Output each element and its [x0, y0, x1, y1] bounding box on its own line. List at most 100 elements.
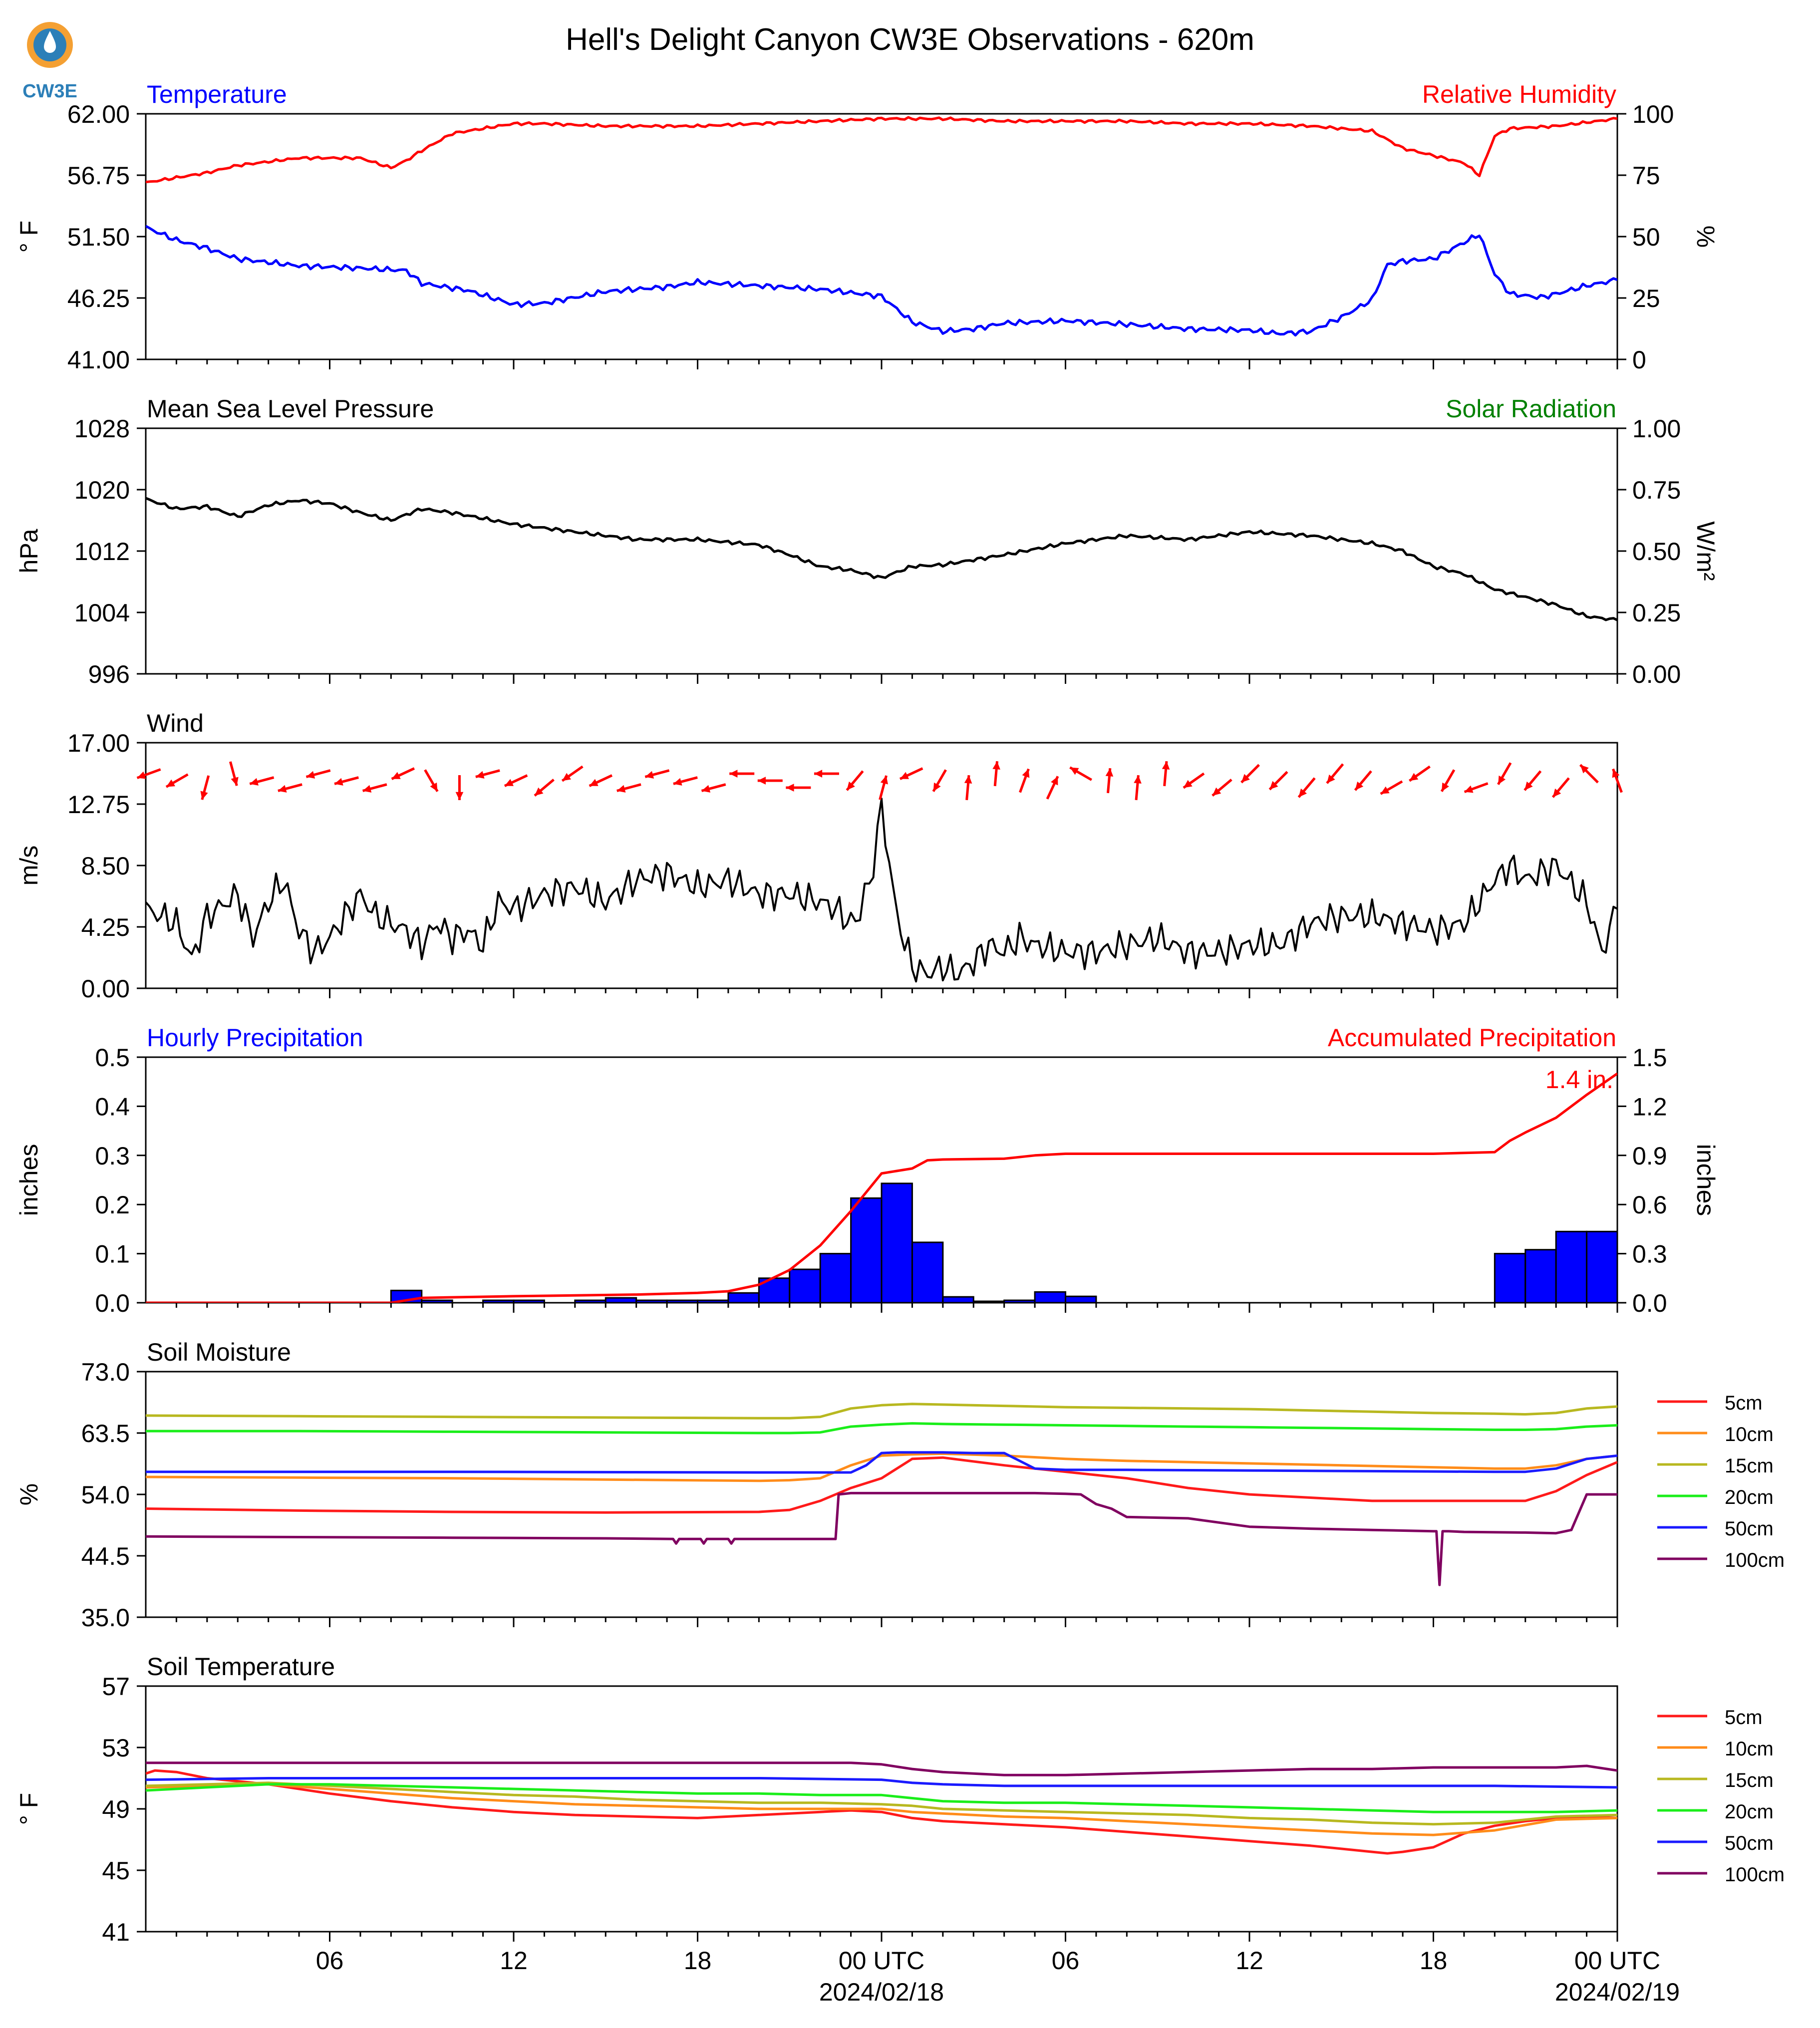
- x-tick-label: 06: [1052, 1947, 1080, 1975]
- x-date-label: 2024/02/18: [819, 1978, 944, 2006]
- series-line-15cm: [146, 1403, 1617, 1420]
- wind-arrow: [992, 761, 1000, 787]
- wind-arrow-head: [1464, 785, 1474, 793]
- y-left-tick-label: 51.50: [67, 223, 130, 251]
- wind-arrow: [1612, 768, 1623, 793]
- y-left-axis-label: hPa: [15, 529, 43, 573]
- y-right-tick-label: 25: [1632, 285, 1660, 312]
- wind-arrow: [1409, 765, 1431, 782]
- legend-label: 50cm: [1725, 1518, 1774, 1540]
- series-line-100cm: [146, 1491, 1617, 1586]
- wind-arrow-head: [137, 771, 146, 779]
- y-right-axis-label: W/m²: [1692, 521, 1720, 580]
- wind-arrow: [504, 774, 528, 787]
- wind-arrow: [1240, 764, 1260, 784]
- wind-arrow-head: [562, 773, 572, 781]
- panel-soil-temperature: 41 45 49 53 57 Soil Temperature ° F 5cm 10cm 15cm…: [15, 1653, 1785, 2006]
- wind-arrow: [1297, 777, 1316, 798]
- series-line-accumulated-precipitation: [146, 1072, 1617, 1303]
- y-left-tick-label: 44.5: [81, 1542, 130, 1570]
- wind-arrow: [1046, 776, 1059, 800]
- y-right-tick-label: 0.0: [1632, 1289, 1667, 1317]
- wind-arrow: [1354, 770, 1372, 791]
- x-tick-label: 00 UTC: [839, 1947, 924, 1975]
- wind-arrow: [1579, 764, 1599, 784]
- wind-arrow: [1440, 769, 1456, 792]
- wind-arrow-head: [933, 782, 941, 792]
- precip-bar: [605, 1297, 637, 1303]
- logo-drop-icon: [44, 31, 56, 53]
- accumulated-total-annotation: 1.4 in.: [1545, 1066, 1613, 1094]
- wind-arrow-head: [1269, 781, 1278, 790]
- legend-label: 15cm: [1725, 1769, 1774, 1791]
- wind-arrow-head: [430, 782, 438, 792]
- wind-arrow: [932, 769, 947, 792]
- wind-arrow: [729, 770, 755, 778]
- wind-arrow: [846, 770, 864, 791]
- wind-arrow: [1183, 772, 1205, 789]
- series-line-wind: [146, 798, 1617, 983]
- wind-arrow-head: [964, 775, 972, 784]
- precip-bar: [574, 1299, 607, 1303]
- precip-bar: [727, 1292, 760, 1303]
- precip-bar: [789, 1268, 821, 1303]
- wind-arrow: [136, 768, 161, 779]
- series-line-15cm: [146, 1781, 1617, 1826]
- wind-arrow-head: [334, 778, 343, 786]
- series-line-5cm: [146, 1769, 1617, 1855]
- y-left-tick-label: 73.0: [81, 1358, 130, 1386]
- y-left-tick-label: 0.1: [95, 1240, 130, 1268]
- wind-arrow: [1069, 766, 1092, 781]
- y-left-tick-label: 0.00: [81, 975, 130, 1003]
- wind-arrow-head: [1051, 776, 1058, 786]
- wind-arrow: [334, 776, 359, 786]
- wind-arrow: [786, 784, 811, 792]
- wind-arrow-head: [166, 779, 176, 787]
- wind-arrow-head: [306, 771, 315, 779]
- panel-title-right: Accumulated Precipitation: [1328, 1024, 1616, 1052]
- panel-title-left: Temperature: [147, 80, 287, 108]
- wind-arrow-head: [1134, 775, 1142, 784]
- y-left-tick-label: 1020: [74, 476, 130, 504]
- y-left-tick-label: 62.00: [67, 100, 130, 128]
- wind-arrow-head: [757, 777, 766, 785]
- wind-arrow-head: [1327, 774, 1335, 784]
- wind-arrow-head: [992, 761, 1000, 770]
- y-left-tick-label: 0.3: [95, 1142, 130, 1170]
- series-line-10cm: [146, 1783, 1617, 1836]
- legend-label: 5cm: [1725, 1707, 1763, 1729]
- cw3e-logo: CW3E: [22, 22, 77, 102]
- panel-wind: 0.00 4.25 8.50 12.75 17.00 Wind m/s: [15, 709, 1623, 1003]
- panel-title-left: Wind: [147, 709, 204, 737]
- wind-arrow-head: [786, 784, 794, 792]
- y-left-tick-label: 54.0: [81, 1481, 130, 1509]
- wind-arrow: [165, 773, 189, 788]
- y-left-tick-label: 1028: [74, 415, 130, 443]
- legend-label: 100cm: [1725, 1549, 1785, 1571]
- wind-arrow-head: [1498, 775, 1506, 785]
- y-right-axis-label: inches: [1692, 1144, 1720, 1216]
- precip-bar: [1586, 1230, 1617, 1303]
- wind-arrow: [1380, 780, 1403, 795]
- wind-arrow: [1268, 771, 1288, 791]
- y-left-tick-label: 49: [102, 1795, 130, 1823]
- wind-arrow-head: [1022, 769, 1030, 778]
- series-line-temperature: [146, 225, 1617, 337]
- y-right-tick-label: 0.6: [1632, 1191, 1667, 1219]
- wind-arrow-head: [1241, 774, 1250, 783]
- wind-arrow-head: [391, 772, 401, 779]
- legend: 5cm 10cm 15cm 20cm 50cm 100cm: [1657, 1392, 1785, 1571]
- wind-arrow-head: [1409, 773, 1419, 781]
- wind-arrow-head: [1212, 787, 1221, 796]
- y-right-tick-label: 0.75: [1632, 476, 1681, 504]
- wind-arrow: [899, 767, 923, 780]
- precip-bar: [421, 1299, 453, 1303]
- y-right-tick-label: 100: [1632, 100, 1674, 128]
- plot-area: [146, 1761, 1617, 1855]
- legend-label: 5cm: [1725, 1392, 1763, 1414]
- wind-arrow-head: [900, 772, 909, 779]
- series-line-10cm: [146, 1452, 1617, 1482]
- wind-arrow: [1326, 763, 1344, 784]
- legend-label: 15cm: [1725, 1455, 1774, 1477]
- precip-bar: [635, 1299, 668, 1303]
